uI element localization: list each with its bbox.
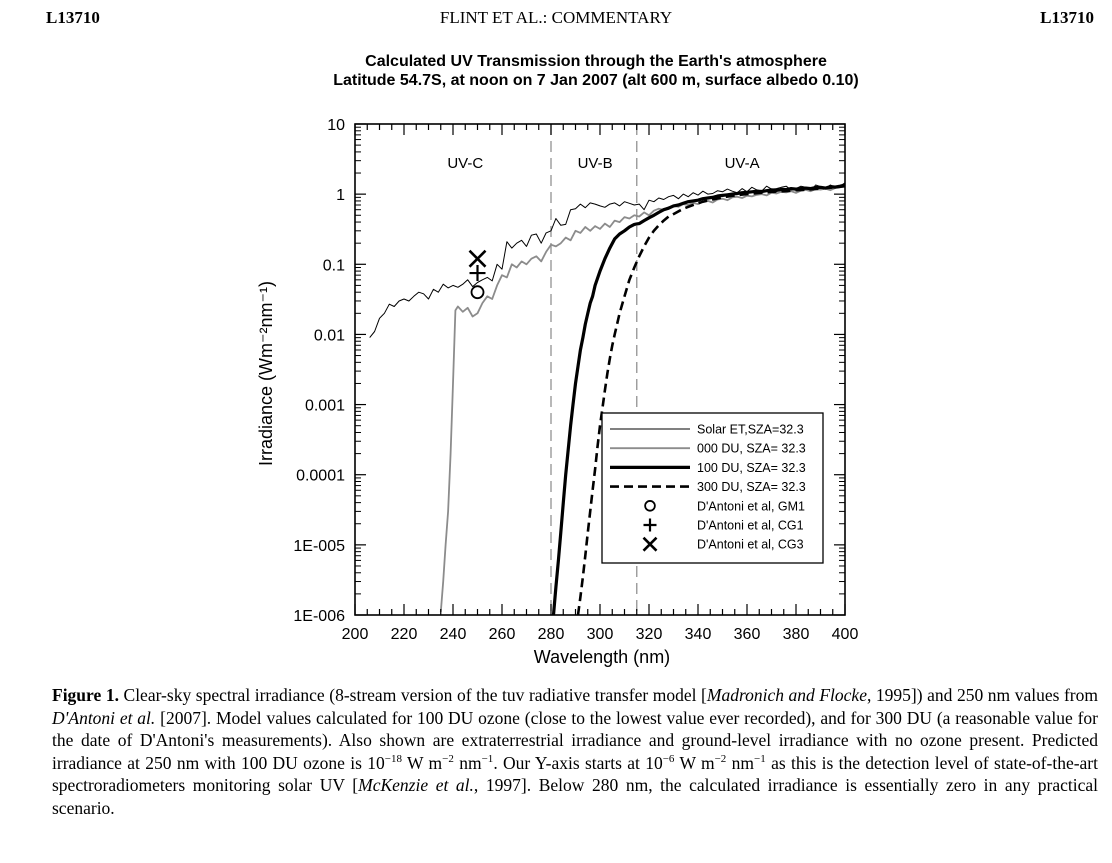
- caption-text: as this is the detection level of state-…: [52, 752, 1098, 796]
- y-tick-label: 1: [336, 187, 345, 204]
- caption-text: nm: [453, 752, 482, 773]
- legend-label: D'Antoni et al, GM1: [697, 499, 805, 513]
- y-tick-label: 0.1: [323, 257, 345, 274]
- region-label: UV-B: [578, 155, 613, 172]
- caption-text: , 1995]) and 250 nm values from: [866, 685, 1098, 705]
- x-tick-label: 240: [440, 626, 467, 643]
- series-line-thick-black: [551, 183, 846, 616]
- caption-text: nm: [726, 752, 755, 773]
- legend-label: Solar ET,SZA=32.3: [697, 423, 804, 437]
- y-tick-label: 0.001: [305, 398, 345, 415]
- caption-citation: D'Antoni et al.: [52, 707, 156, 728]
- legend-label: D'Antoni et al, CG3: [697, 538, 804, 552]
- legend-marker-circle: [644, 500, 656, 512]
- caption-citation: Madronich and Flocke: [706, 685, 867, 705]
- x-tick-label: 360: [734, 626, 761, 643]
- chart-subtitle: Latitude 54.7S, at noon on 7 Jan 2007 (a…: [333, 72, 859, 89]
- y-axis-label: Irradiance (Wm⁻²nm⁻¹): [256, 281, 276, 466]
- caption-text: [2007]. Model values calculated for 100 …: [52, 707, 1098, 773]
- caption-text: W m: [674, 752, 715, 773]
- y-tick-label: 1E-006: [293, 608, 345, 625]
- caption-superscript: −18: [384, 752, 402, 765]
- x-tick-label: 340: [685, 626, 712, 643]
- series-line-thin-gray: [439, 185, 846, 613]
- legend-label: 000 DU, SZA= 32.3: [697, 442, 806, 456]
- caption-superscript: −2: [714, 752, 727, 765]
- y-tick-label: 1E-005: [293, 538, 345, 555]
- caption-citation: McKenzie et al.: [358, 775, 474, 796]
- chart-title: Calculated UV Transmission through the E…: [365, 53, 827, 70]
- header-left-code: L13710: [46, 8, 100, 27]
- x-axis-label: Wavelength (nm): [534, 647, 670, 667]
- figure-label: Figure 1.: [52, 685, 119, 705]
- y-tick-label: 0.0001: [296, 468, 345, 485]
- header-running-title: FLINT ET AL.: COMMENTARY: [439, 8, 673, 27]
- legend-label: 300 DU, SZA= 32.3: [697, 480, 806, 494]
- caption-text: W m: [402, 752, 443, 773]
- y-tick-label: 10: [327, 117, 345, 134]
- caption-text: , 1997]. Below 280 nm, the calculated ir…: [52, 775, 1098, 818]
- series-line-thin-black: [369, 182, 846, 338]
- series-line-dashed-black: [576, 184, 846, 616]
- caption-superscript: −2: [442, 752, 454, 765]
- x-tick-label: 280: [538, 626, 565, 643]
- legend-marker-plus: [643, 518, 657, 532]
- y-tick-label: 0.01: [314, 327, 345, 344]
- legend-label: 100 DU, SZA= 32.3: [697, 461, 806, 475]
- x-tick-label: 260: [489, 626, 516, 643]
- x-tick-label: 200: [342, 626, 369, 643]
- legend-box: [601, 412, 824, 564]
- data-point-plus: [469, 265, 486, 282]
- region-label: UV-C: [447, 155, 483, 172]
- legend-marker-x: [642, 536, 658, 552]
- data-point-x: [468, 249, 487, 268]
- x-tick-label: 300: [587, 626, 614, 643]
- caption-text: . Our Y-axis starts at 10: [493, 752, 663, 773]
- legend-label: D'Antoni et al, CG1: [697, 519, 804, 533]
- x-tick-label: 380: [783, 626, 810, 643]
- data-point-circle: [470, 285, 485, 300]
- caption-superscript: −6: [662, 752, 675, 765]
- region-label: UV-A: [725, 155, 760, 172]
- header-right-code: L13710: [1040, 8, 1094, 27]
- x-tick-label: 320: [636, 626, 663, 643]
- x-tick-label: 220: [391, 626, 418, 643]
- figure-caption: Figure 1. Clear-sky spectral irradiance …: [52, 684, 1098, 820]
- caption-superscript: −1: [481, 752, 494, 765]
- irradiance-chart: UV-C UV-B UV-A 200 220 240 260 280 300 320 340 360 3…: [256, 117, 859, 667]
- caption-superscript: −1: [754, 752, 766, 765]
- x-tick-label: 400: [832, 626, 859, 643]
- caption-text: Clear-sky spectral irradiance (8-stream …: [118, 685, 707, 705]
